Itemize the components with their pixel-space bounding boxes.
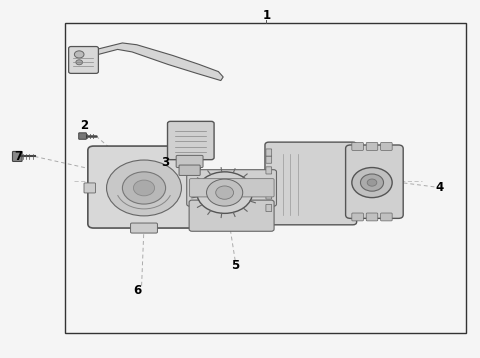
FancyBboxPatch shape bbox=[176, 155, 203, 168]
Text: 7: 7 bbox=[14, 150, 22, 163]
Circle shape bbox=[206, 179, 243, 206]
Polygon shape bbox=[94, 43, 223, 81]
FancyBboxPatch shape bbox=[265, 142, 357, 225]
Circle shape bbox=[367, 179, 377, 186]
Circle shape bbox=[122, 172, 166, 204]
FancyBboxPatch shape bbox=[179, 165, 200, 175]
Circle shape bbox=[76, 60, 83, 65]
Circle shape bbox=[360, 174, 384, 191]
Text: 1: 1 bbox=[263, 9, 270, 21]
FancyBboxPatch shape bbox=[352, 213, 363, 221]
Text: 3: 3 bbox=[162, 156, 169, 169]
Circle shape bbox=[352, 168, 392, 198]
FancyBboxPatch shape bbox=[266, 192, 272, 199]
FancyBboxPatch shape bbox=[366, 142, 378, 150]
FancyBboxPatch shape bbox=[266, 179, 272, 187]
FancyBboxPatch shape bbox=[266, 204, 272, 212]
FancyBboxPatch shape bbox=[187, 170, 276, 206]
FancyBboxPatch shape bbox=[168, 121, 214, 160]
FancyBboxPatch shape bbox=[190, 179, 274, 197]
Circle shape bbox=[74, 51, 84, 58]
Bar bbox=[65, 23, 466, 333]
FancyBboxPatch shape bbox=[131, 223, 157, 233]
Polygon shape bbox=[74, 50, 98, 65]
Circle shape bbox=[197, 172, 252, 213]
FancyBboxPatch shape bbox=[381, 142, 392, 150]
Text: 5: 5 bbox=[231, 259, 240, 272]
FancyBboxPatch shape bbox=[346, 145, 403, 218]
Circle shape bbox=[133, 180, 155, 196]
FancyBboxPatch shape bbox=[381, 213, 392, 221]
Circle shape bbox=[216, 186, 234, 199]
FancyBboxPatch shape bbox=[366, 213, 378, 221]
FancyBboxPatch shape bbox=[84, 183, 96, 193]
FancyBboxPatch shape bbox=[12, 151, 22, 161]
FancyBboxPatch shape bbox=[189, 200, 274, 231]
Text: 4: 4 bbox=[435, 181, 444, 194]
FancyBboxPatch shape bbox=[266, 167, 272, 174]
FancyBboxPatch shape bbox=[266, 156, 272, 163]
Text: 6: 6 bbox=[133, 284, 142, 297]
FancyBboxPatch shape bbox=[266, 149, 272, 156]
Circle shape bbox=[107, 160, 181, 216]
FancyBboxPatch shape bbox=[69, 47, 98, 73]
FancyBboxPatch shape bbox=[352, 142, 363, 150]
FancyBboxPatch shape bbox=[88, 146, 200, 228]
FancyBboxPatch shape bbox=[191, 174, 204, 182]
Text: 2: 2 bbox=[80, 119, 88, 132]
FancyBboxPatch shape bbox=[79, 133, 86, 139]
